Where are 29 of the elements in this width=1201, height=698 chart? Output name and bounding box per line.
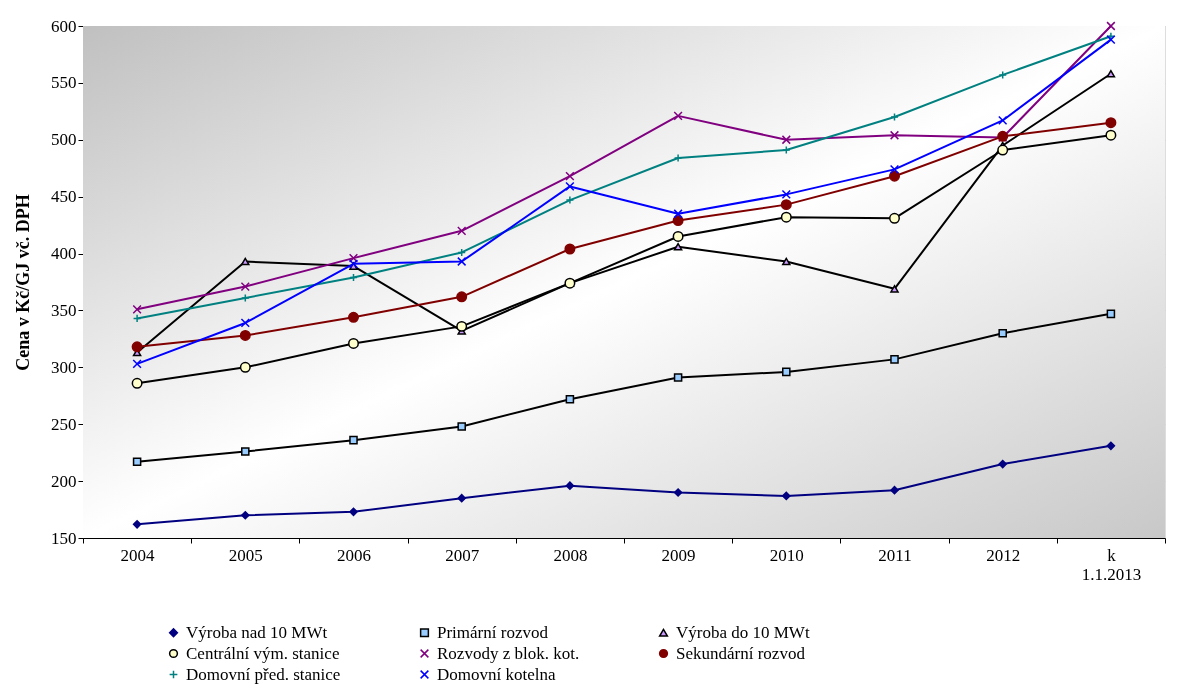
x-tick-label: 2006 [337, 545, 371, 565]
y-tick-label: 450 [51, 187, 77, 207]
legend-label: Centrální vým. stanice [186, 643, 340, 663]
y-tick-label: 350 [51, 300, 77, 320]
x-tick-label: 2007 [445, 545, 480, 565]
x-tick-label: 2008 [553, 545, 588, 565]
x-tick-label: 2011 [878, 545, 912, 565]
legend-label: Rozvody z blok. kot. [437, 643, 580, 663]
x-tick-label: 2009 [661, 545, 696, 565]
y-tick-label: 200 [51, 471, 77, 491]
y-axis-title: Cena v Kč/GJ vč. DPH [13, 194, 33, 371]
x-tick-label: 2004 [120, 545, 156, 565]
x-tick-label: k 1.1.2013 [1081, 545, 1142, 584]
y-tick-label: 600 [51, 16, 77, 36]
x-tick-label: 2005 [228, 545, 263, 565]
legend-label: Sekundární rozvod [676, 643, 806, 663]
y-tick-label: 150 [51, 528, 77, 548]
legend-label: Výroba nad 10 MWt [186, 622, 328, 642]
x-tick-label: 2012 [986, 545, 1021, 565]
x-tick-label: 2010 [769, 545, 804, 565]
legend-label: Domovní kotelna [437, 664, 556, 684]
y-tick-label: 250 [51, 414, 77, 434]
y-tick-label: 400 [51, 244, 77, 264]
legend-label: Výroba do 10 MWt [676, 622, 810, 642]
y-tick-label: 500 [51, 130, 77, 150]
y-tick-label: 550 [51, 73, 77, 93]
legend-label: Domovní před. stanice [186, 664, 341, 684]
y-tick-label: 300 [51, 357, 77, 377]
legend-label: Primární rozvod [437, 622, 549, 642]
